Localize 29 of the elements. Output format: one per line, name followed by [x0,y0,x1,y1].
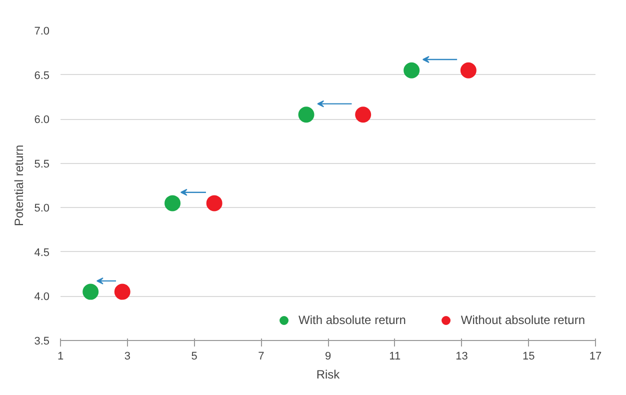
point [82,284,99,300]
x-tick-label: 1 [57,350,64,362]
y-tick-label: 4.0 [34,291,50,304]
point [404,62,420,78]
y-tick-label: 7.0 [34,26,50,38]
point [206,195,222,212]
point [460,62,476,78]
y-tick-label: 4.5 [34,246,50,259]
y-tick-label: 3.5 [34,336,50,348]
legend-label: Without absolute return [460,313,585,327]
point [298,106,314,123]
y-tick-label: 5.5 [34,158,50,170]
y-tick-label: 5.0 [34,202,50,215]
y-tick-label: 6.5 [34,70,50,82]
legend-label: With absolute return [298,313,406,327]
x-tick-label: 13 [456,350,468,362]
point [114,284,130,300]
x-tick-label: 3 [124,350,130,362]
x-tick-label: 11 [389,350,401,362]
y-axis-title: Potential return [12,144,26,226]
x-axis-title: Risk [316,368,341,382]
point [164,195,181,212]
y-tick-label: 6.0 [34,114,50,126]
x-tick-label: 5 [191,350,198,362]
x-tick-label: 7 [258,350,264,362]
x-tick-label: 15 [522,350,535,362]
x-tick-label: 17 [589,350,602,362]
x-tick-label: 9 [324,350,332,362]
point [355,106,372,123]
